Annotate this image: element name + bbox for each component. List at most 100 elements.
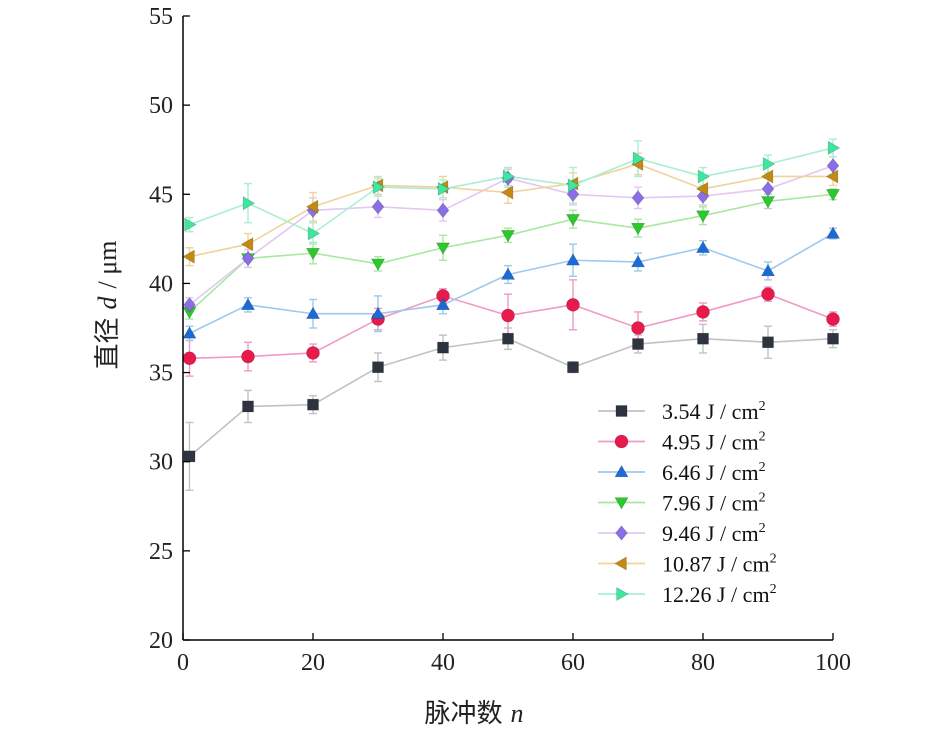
data-point-s7-p10 [762, 156, 776, 171]
legend-marker-4 [614, 497, 629, 510]
data-point-s2-p3 [306, 346, 320, 360]
data-point-s2-p7 [566, 298, 580, 312]
data-point-s4-p7 [565, 214, 581, 227]
y-tick-label-25: 25 [149, 539, 173, 565]
data-point-s4-p6 [500, 230, 516, 243]
data-markers [182, 140, 841, 463]
legend-item-3: 6.46 J / cm2 [598, 460, 766, 485]
data-point-s1-p4 [372, 361, 384, 374]
legend-marker-6 [614, 556, 627, 571]
data-point-s5-p4 [371, 199, 385, 215]
data-point-s1-p5 [437, 341, 449, 354]
legend-label-7: 12.26 J / cm2 [662, 582, 777, 607]
data-point-s2-p9 [696, 305, 710, 319]
data-point-s7-p6 [502, 169, 516, 184]
y-tick-label-50: 50 [149, 93, 173, 119]
legend-marker-2 [614, 434, 629, 449]
legend-item-4: 7.96 J / cm2 [598, 491, 766, 516]
data-point-s7-p3 [307, 226, 321, 241]
data-point-s4-p10 [760, 196, 776, 209]
data-point-s4-p5 [435, 242, 451, 255]
legend-label-2: 4.95 J / cm2 [662, 430, 766, 455]
legend-item-2: 4.95 J / cm2 [598, 430, 766, 455]
data-point-s5-p10 [761, 181, 775, 197]
data-point-s4-p3 [305, 247, 321, 261]
data-point-s6-p6 [500, 185, 514, 200]
data-point-s6-p9 [695, 181, 709, 196]
data-point-s1-p9 [697, 332, 709, 345]
data-point-s4-p9 [695, 210, 711, 223]
y-axis-unit: / μm [93, 241, 122, 289]
legend-marker-1 [615, 405, 628, 417]
legend-marker-5 [615, 525, 628, 541]
data-point-s3-p5 [435, 297, 451, 310]
legend-label-3: 6.46 J / cm2 [662, 460, 766, 485]
data-point-s1-p3 [307, 398, 319, 411]
data-point-s1-p7 [567, 361, 579, 374]
y-tick-label-45: 45 [149, 182, 173, 208]
data-point-s3-p3 [305, 306, 321, 319]
data-point-s3-p10 [760, 263, 776, 277]
data-point-s3-p8 [630, 254, 646, 268]
y-tick-label-20: 20 [149, 628, 173, 654]
x-tick-label-60: 60 [561, 650, 585, 676]
data-point-s7-p9 [697, 169, 711, 184]
data-point-s3-p4 [370, 306, 386, 319]
data-point-s1-p8 [632, 338, 644, 350]
legend-label-4: 7.96 J / cm2 [662, 491, 766, 516]
data-point-s2-p1 [182, 351, 197, 366]
data-point-s4-p11 [825, 189, 841, 202]
data-point-s1-p1 [183, 450, 196, 463]
data-point-s5-p8 [631, 190, 645, 206]
series-line-2 [189, 293, 834, 360]
legend-item-1: 3.54 J / cm2 [598, 399, 766, 424]
x-axis-title-text: 脉冲数 [424, 699, 502, 728]
data-point-s3-p11 [825, 226, 841, 239]
x-tick-label-80: 80 [691, 650, 715, 676]
data-point-s3-p6 [500, 267, 516, 280]
data-point-s1-p10 [762, 336, 774, 349]
data-point-s7-p2 [242, 196, 256, 211]
y-axis-title: 直径 d / μm [93, 241, 122, 370]
data-point-s5-p5 [436, 202, 450, 218]
data-point-s3-p1 [182, 326, 197, 339]
data-point-s7-p4 [372, 180, 386, 195]
data-point-s7-p5 [437, 181, 451, 196]
data-point-s1-p2 [242, 400, 254, 413]
data-point-s3-p9 [695, 240, 711, 253]
data-point-s6-p11 [825, 169, 839, 184]
x-tick-label-20: 20 [301, 650, 325, 676]
data-point-s7-p11 [827, 140, 841, 155]
data-point-s6-p2 [240, 237, 254, 252]
data-point-s5-p2 [241, 250, 255, 267]
y-tick-label-35: 35 [149, 361, 173, 387]
data-point-s2-p2 [241, 349, 255, 364]
data-point-s2-p8 [631, 321, 645, 335]
legend-item-7: 12.26 J / cm2 [598, 582, 777, 607]
legend: 3.54 J / cm2 4.95 J / cm2 6.46 J / cm2 7.96… [598, 399, 777, 607]
data-point-s6-p1 [182, 249, 195, 264]
data-point-s7-p7 [567, 178, 581, 193]
data-point-s2-p11 [826, 312, 840, 326]
y-tick-label-30: 30 [149, 450, 173, 476]
x-axis-variable: n [511, 699, 524, 728]
legend-item-5: 9.46 J / cm2 [598, 521, 766, 546]
data-point-s2-p6 [501, 308, 515, 323]
data-point-s3-p7 [565, 253, 581, 266]
legend-label-1: 3.54 J / cm2 [662, 399, 766, 424]
data-point-s5-p1 [183, 297, 196, 313]
x-tick-label-100: 100 [815, 650, 851, 676]
y-axis-title-text: 直径 [93, 317, 122, 369]
legend-marker-3 [614, 464, 629, 478]
x-tick-label-0: 0 [177, 650, 189, 676]
legend-marker-7 [616, 586, 629, 602]
data-point-s1-p6 [502, 332, 514, 345]
x-axis-title: 脉冲数 n [424, 699, 523, 728]
data-point-s4-p4 [370, 258, 386, 271]
data-point-s3-p2 [240, 297, 256, 310]
legend-item-6: 10.87 J / cm2 [598, 552, 777, 577]
y-tick-label-40: 40 [149, 271, 173, 297]
legend-label-5: 9.46 J / cm2 [662, 521, 766, 546]
